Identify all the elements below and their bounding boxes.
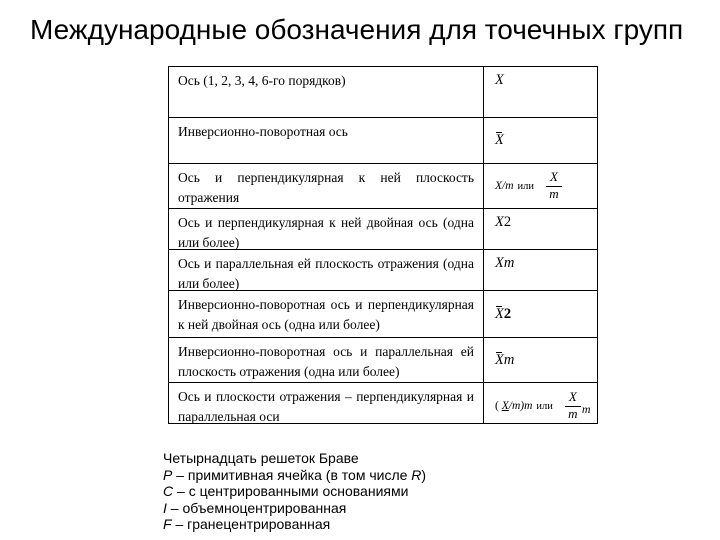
- row-symbol-cell: X: [484, 67, 597, 117]
- point-group-notation-table: Ось (1, 2, 3, 4, 6-го порядков) X Инверс…: [168, 66, 598, 424]
- row-symbol-cell: X: [484, 118, 597, 163]
- row-description: Инверсионно-поворотная ось и параллельна…: [169, 338, 484, 382]
- notes-item: C – с центрированными основаниями: [163, 483, 426, 500]
- fraction-denominator: m: [549, 186, 559, 201]
- or-word: или: [536, 400, 553, 412]
- notes-text: – примитивная ячейка (в том числе: [172, 466, 412, 483]
- symbol-group: ( X/m)m или X m m: [495, 389, 591, 422]
- symbol-suffix: 2: [503, 305, 512, 322]
- symbol-main: X: [495, 305, 504, 322]
- lattice-letter: F: [163, 516, 172, 532]
- symbol-suffix: 2: [503, 214, 512, 230]
- notes-item: P – примитивная ячейка (в том числе R): [163, 467, 426, 484]
- row-description: Ось и перпендикулярная к ней плоскость о…: [169, 164, 484, 208]
- notes-item: I – объемноцентрированная: [163, 500, 426, 517]
- notes-item: F – гранецентрированная: [163, 516, 426, 533]
- symbol-x: X: [501, 400, 509, 413]
- symbol-fraction: X m: [564, 389, 581, 422]
- symbol-rest: /m)m: [508, 400, 533, 413]
- table-row: Ось и параллельная ей плоскость отражени…: [169, 250, 597, 291]
- notes-text: – с центрированными основаниями: [173, 483, 409, 499]
- row-symbol-cell: Xm: [484, 338, 597, 382]
- row-symbol-cell: X/m или X m: [484, 164, 597, 208]
- symbol-inversion-axis: X: [495, 132, 504, 148]
- symbol-inline: ( X/m)m: [495, 400, 532, 412]
- row-symbol-cell: Xm: [484, 250, 597, 290]
- fraction-numerator: X: [564, 389, 581, 408]
- lattice-letter: C: [163, 483, 174, 499]
- lattice-letter: I: [163, 499, 167, 516]
- row-symbol-cell: X2: [484, 291, 597, 337]
- symbol-inversion-mirror: Xm: [495, 351, 515, 369]
- row-symbol-cell: X2: [484, 209, 597, 249]
- symbol-inversion-twofold: X2: [495, 305, 512, 323]
- table-row: Ось и перпендикулярная к ней плоскость о…: [169, 164, 597, 209]
- page-title: Международные обозначения для точечных г…: [30, 14, 684, 45]
- symbol-paren: (: [495, 400, 502, 413]
- row-symbol-cell: ( X/m)m или X m m: [484, 383, 597, 423]
- row-description: Инверсионно-поворотная ось и перпендикул…: [169, 291, 484, 337]
- table-row: Ось и перпендикулярная к ней двойная ось…: [169, 209, 597, 250]
- table-row: Инверсионно-поворотная ось и параллельна…: [169, 338, 597, 383]
- table-row: Инверсионно-поворотная ось X: [169, 118, 597, 164]
- symbol-axis: X: [495, 72, 504, 88]
- lattice-letter: R: [411, 466, 422, 483]
- notes-heading: Четырнадцать решеток Браве: [163, 450, 359, 466]
- row-description: Ось и перпендикулярная к ней двойная ось…: [169, 209, 484, 250]
- fraction-denominator: m: [568, 406, 578, 422]
- symbol-main: X: [495, 214, 504, 230]
- table-row: Инверсионно-поворотная ось и перпендикул…: [169, 291, 597, 338]
- row-description: Ось и плоскости отражения – перпендикуля…: [169, 383, 484, 424]
- fraction-numerator: X: [546, 169, 562, 187]
- table-row: Ось и плоскости отражения – перпендикуля…: [169, 383, 597, 424]
- notes-text: ): [421, 466, 427, 483]
- or-word: или: [517, 180, 535, 192]
- symbol-group: X/m или X m: [495, 169, 562, 202]
- row-description: Ось и параллельная ей плоскость отражени…: [169, 250, 484, 291]
- lattice-letter: P: [163, 466, 173, 483]
- notes-text: – объемноцентрированная: [166, 499, 347, 516]
- symbol-suffix: m: [503, 351, 515, 368]
- symbol-axis-twofold: X2: [495, 214, 511, 231]
- symbol-main: X: [495, 351, 504, 368]
- symbol-axis-mirror: Xm: [495, 255, 515, 271]
- symbol-inline: X/m: [495, 180, 514, 192]
- fraction-post-m: m: [581, 401, 591, 416]
- row-description: Инверсионно-поворотная ось: [169, 118, 484, 163]
- notes-text: – гранецентрированная: [171, 516, 331, 532]
- symbol-fraction: X m: [546, 169, 562, 202]
- table-row: Ось (1, 2, 3, 4, 6-го порядков) X: [169, 67, 597, 118]
- bravais-notes: Четырнадцать решеток Браве P – примитивн…: [163, 450, 426, 533]
- row-description: Ось (1, 2, 3, 4, 6-го порядков): [169, 67, 484, 117]
